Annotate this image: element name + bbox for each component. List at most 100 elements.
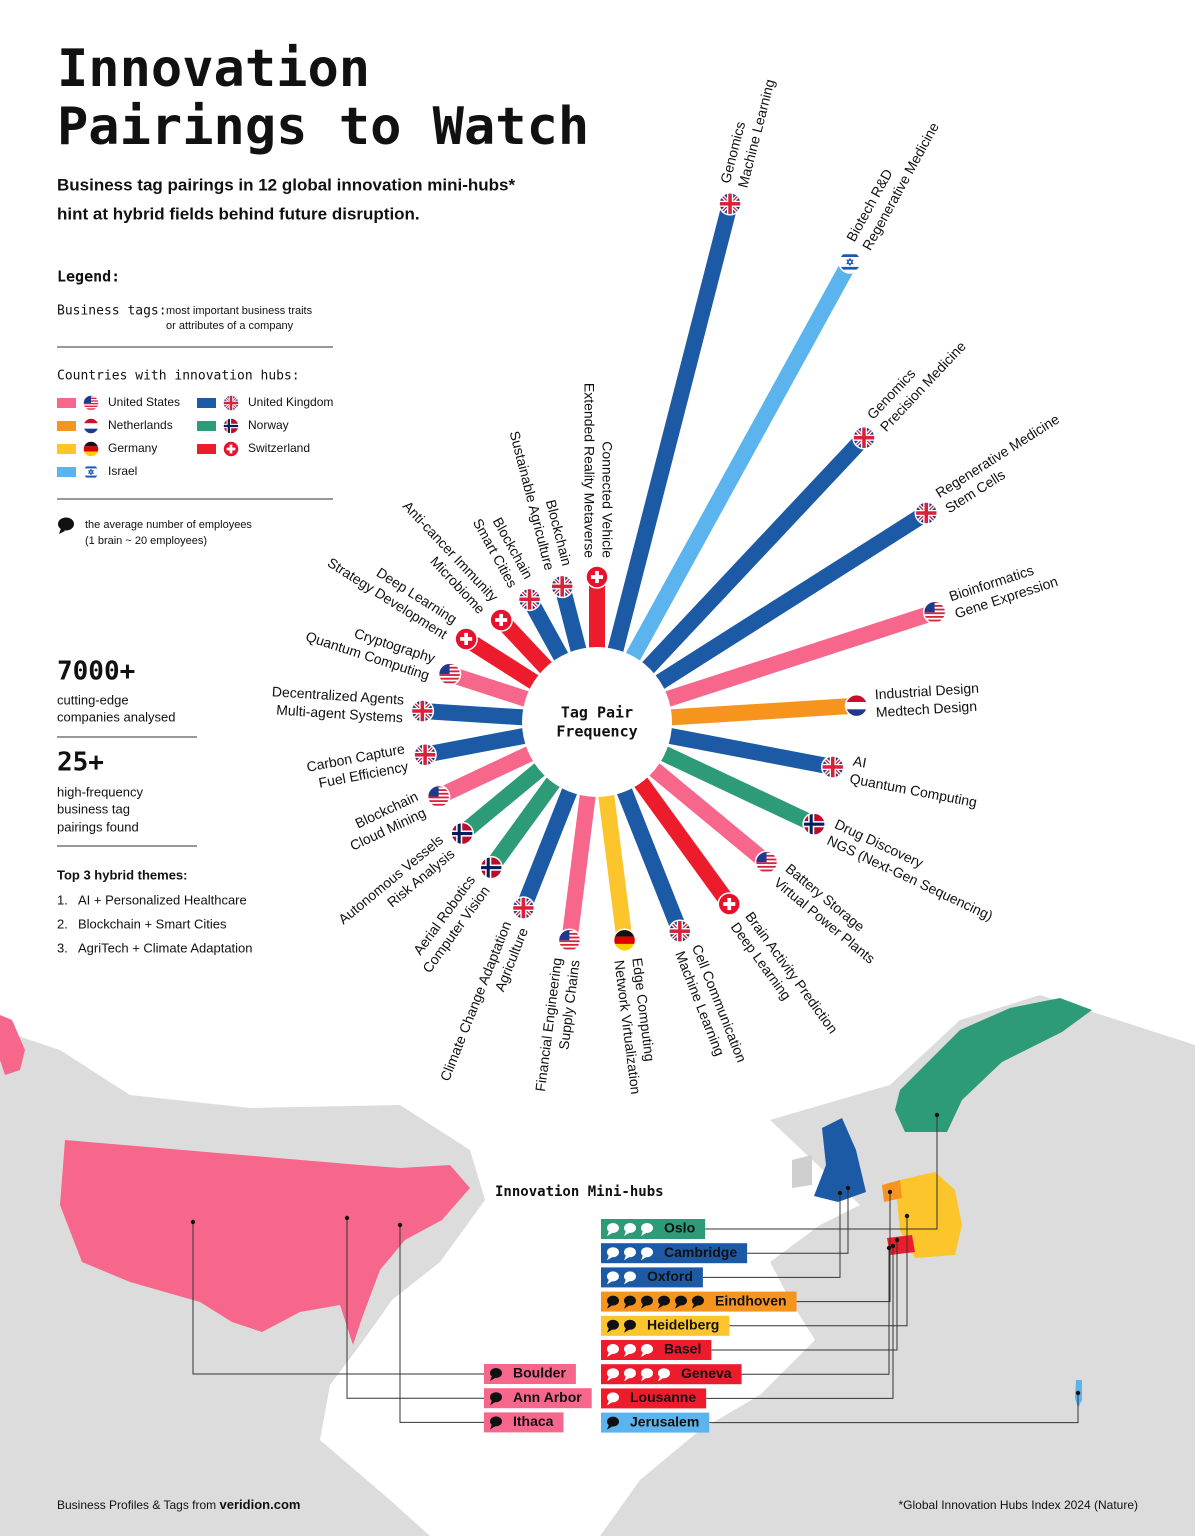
flag-band [613, 936, 636, 944]
connector [346, 1218, 484, 1399]
center-circle [522, 647, 672, 797]
map-title: Innovation Mini-hubs [495, 1184, 664, 1200]
legend-country: Switzerland [248, 441, 310, 455]
legend-swatch [197, 444, 216, 454]
country-ch [887, 1235, 915, 1255]
flag-ring [437, 662, 462, 686]
flag-ring [489, 608, 513, 632]
flag [718, 893, 741, 916]
flag [480, 856, 503, 879]
flag-cross [924, 502, 929, 525]
theme: AI + Personalized Healthcare [78, 892, 247, 907]
hub-label [601, 1412, 710, 1433]
flag-stripe [923, 615, 946, 618]
flag-canton [558, 929, 570, 941]
hub-point [397, 1222, 403, 1228]
flag-ring [612, 928, 637, 953]
flag-canton [923, 601, 935, 613]
legend-swatch [57, 467, 76, 477]
brain-icon [490, 1368, 502, 1381]
stat-value: 7000+ [57, 657, 135, 687]
stat-text: high-frequency [57, 784, 143, 799]
bar [623, 258, 857, 665]
flag [490, 608, 513, 631]
flag-ring [82, 463, 100, 481]
legend-country: United States [108, 395, 180, 409]
legend-swatch [197, 398, 216, 408]
legend-text: (1 brain ~ 20 employees) [85, 535, 207, 547]
flag-band [83, 428, 99, 434]
legend-label: Business tags: [57, 304, 167, 319]
country-de [897, 1172, 962, 1258]
bar [651, 506, 931, 692]
hub-name: Jerusalem [630, 1413, 699, 1429]
hub-label [484, 1364, 576, 1384]
footer-text: Business Profiles & Tags from [57, 1498, 216, 1512]
flag [838, 250, 861, 273]
flag-ring [82, 394, 100, 412]
legend-text: or attributes of a company [166, 320, 294, 332]
legend-title: Legend: [57, 268, 120, 286]
flag-band [613, 943, 636, 952]
flag-stripe [427, 796, 450, 799]
flag-band [83, 475, 99, 478]
flag-ring [450, 821, 474, 846]
flag-cross [457, 822, 461, 845]
brain-icon [624, 1368, 636, 1382]
brain-icon [641, 1368, 653, 1382]
tag-label: Extended Reality Metaverse [581, 383, 597, 558]
flag-band [83, 446, 99, 452]
hub-label [601, 1388, 707, 1409]
connector [711, 1240, 898, 1351]
flag [923, 601, 946, 624]
flag [427, 785, 450, 808]
footer-note: *Global Innovation Hubs Index 2024 (Natu… [899, 1498, 1138, 1512]
hub-name: Lousanne [630, 1389, 696, 1405]
flag-stripe [427, 803, 450, 806]
flag-stripe [558, 947, 581, 950]
flag-cross [420, 700, 425, 723]
brain-icon [641, 1295, 653, 1309]
hub-label [601, 1364, 742, 1385]
theme-number: 3. [57, 940, 68, 955]
bar [656, 744, 818, 832]
flag [755, 851, 778, 874]
connector [741, 1248, 890, 1375]
hub-point [887, 1189, 893, 1195]
theme: Blockchain + Smart Cities [78, 916, 227, 931]
flag [586, 566, 608, 588]
flag-cross [486, 856, 490, 879]
flag-star [88, 468, 94, 474]
hub-label [601, 1243, 748, 1264]
flag-band [83, 418, 99, 424]
hub-name: Oslo [664, 1220, 695, 1236]
flag [438, 663, 461, 686]
flag-band [845, 702, 868, 710]
flag-cross [227, 418, 230, 434]
connector [796, 1192, 891, 1303]
theme: AgriTech + Climate Adaptation [78, 940, 253, 955]
bar [561, 790, 597, 942]
tag-label: AI [852, 753, 868, 771]
legend-text: the average number of employees [85, 519, 252, 531]
hub-point [886, 1245, 892, 1251]
theme-number: 1. [57, 892, 68, 907]
bar [435, 744, 538, 804]
hub-point [845, 1185, 851, 1191]
flag-ring [413, 743, 437, 767]
flag-ring [820, 755, 845, 779]
brain-icon [641, 1344, 653, 1357]
hub-point [890, 1243, 896, 1249]
hub-name: Eindhoven [715, 1292, 787, 1308]
flag-stripe [83, 408, 99, 410]
flag-ring [922, 600, 947, 625]
brain-icon [607, 1271, 619, 1285]
